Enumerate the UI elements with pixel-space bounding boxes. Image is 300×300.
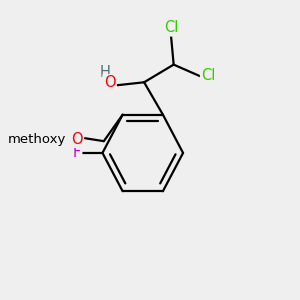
- Text: H: H: [100, 65, 110, 80]
- Text: F: F: [73, 146, 81, 160]
- Text: O: O: [104, 75, 116, 90]
- Text: Cl: Cl: [164, 20, 178, 35]
- Text: O: O: [71, 132, 82, 147]
- Text: methoxy: methoxy: [8, 133, 66, 146]
- Text: Cl: Cl: [201, 68, 216, 83]
